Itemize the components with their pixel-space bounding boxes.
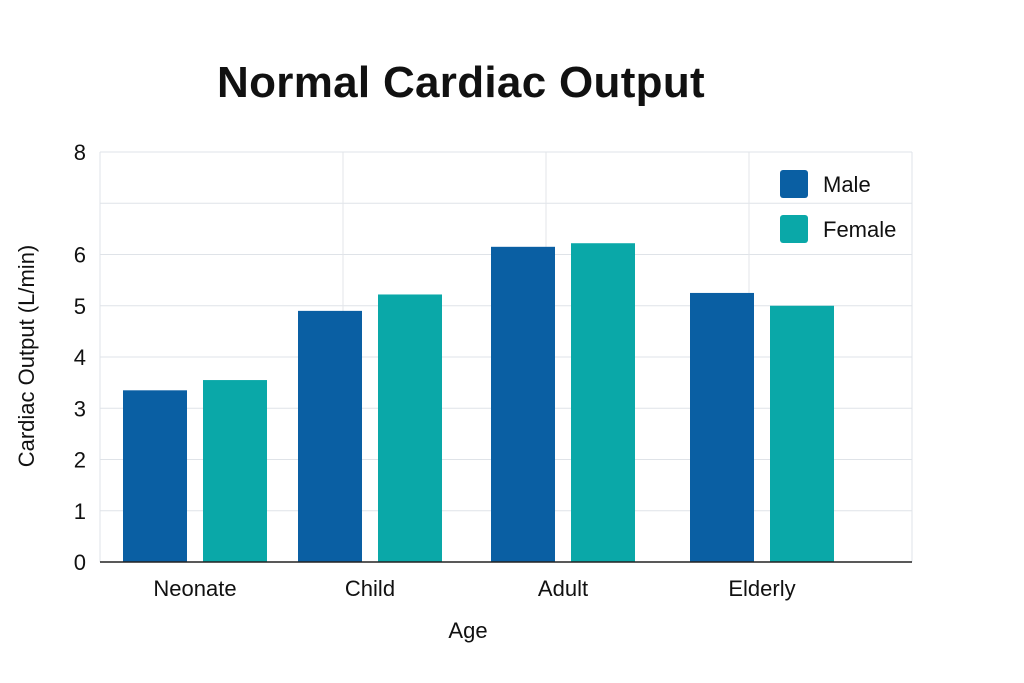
y-axis-label: Cardiac Output (L/min) (14, 245, 39, 468)
y-tick-label: 5 (74, 294, 86, 319)
legend-label-female: Female (823, 217, 896, 242)
y-tick-label: 0 (74, 550, 86, 575)
y-tick-label: 1 (74, 499, 86, 524)
bar-female-neonate (203, 380, 267, 562)
y-tick-label: 4 (74, 345, 86, 370)
axes (99, 151, 913, 563)
x-tick-label: Adult (538, 576, 588, 601)
x-tick-label: Elderly (728, 576, 795, 601)
bar-male-elderly (690, 292, 754, 562)
y-tick-labels: 0 1 2 3 4 5 6 8 (74, 140, 86, 575)
x-tick-label: Child (345, 576, 395, 601)
x-tick-labels: Neonate Child Adult Elderly (153, 576, 795, 601)
bar-male-child (298, 310, 362, 562)
legend-label-male: Male (823, 172, 871, 197)
bar-male-neonate (123, 390, 187, 562)
bar-female-adult (571, 243, 635, 562)
x-axis-label: Age (448, 618, 487, 643)
bar-female-child (378, 294, 442, 562)
legend-swatch-male (780, 170, 808, 198)
bar-female-elderly (770, 305, 834, 562)
bar-male-adult (491, 246, 555, 562)
legend-swatch-female (780, 215, 808, 243)
chart-title: Normal Cardiac Output (217, 58, 705, 107)
y-tick-label: 3 (74, 396, 86, 421)
y-tick-label: 6 (74, 243, 86, 268)
y-tick-label: 8 (74, 140, 86, 165)
x-tick-label: Neonate (153, 576, 236, 601)
bars (123, 243, 834, 562)
legend: Male Female (780, 170, 896, 243)
y-tick-label: 2 (74, 448, 86, 473)
